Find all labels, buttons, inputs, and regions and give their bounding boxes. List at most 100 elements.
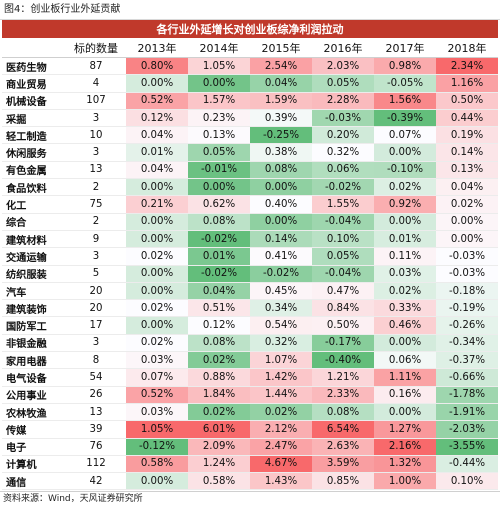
contribution-cell: 0.00% — [126, 230, 188, 249]
contribution-cell: 0.02% — [436, 195, 498, 214]
table-body: 医药生物 87 0.80% 1.05% 2.54% 2.03% 0.98% 2.34% 商业贸易… — [2, 57, 498, 491]
contribution-cell: 2.16% — [374, 438, 436, 456]
target-count: 10 — [66, 126, 126, 145]
contribution-cell: -0.04% — [312, 265, 374, 283]
contribution-cell: 0.40% — [250, 195, 312, 214]
table-row: 医药生物 87 0.80% 1.05% 2.54% 2.03% 0.98% 2.34% — [2, 57, 498, 76]
industry-name: 电气设备 — [2, 368, 66, 387]
target-count: 3 — [66, 334, 126, 353]
contribution-cell: 1.42% — [250, 368, 312, 387]
table-row: 采掘 3 0.12% 0.23% 0.39% -0.03% -0.39% 0.44% — [2, 109, 498, 128]
contribution-cell: 0.10% — [436, 472, 498, 491]
contribution-cell: 0.54% — [250, 316, 312, 335]
industry-name: 公用事业 — [2, 386, 66, 404]
contribution-cell: 0.02% — [188, 351, 250, 370]
target-count: 54 — [66, 368, 126, 387]
target-count: 20 — [66, 282, 126, 301]
contribution-cell: 0.52% — [126, 386, 188, 404]
contribution-cell: 2.54% — [250, 57, 312, 76]
contribution-cell: 2.33% — [312, 386, 374, 404]
contribution-cell: 1.59% — [250, 92, 312, 110]
contribution-cell: 0.02% — [374, 282, 436, 301]
table-row: 建筑装饰 20 0.02% 0.51% 0.34% 0.84% 0.33% -0.19% — [2, 299, 498, 318]
table-row: 纺织服装 5 0.00% -0.02% -0.02% -0.04% 0.03% -0.03% — [2, 265, 498, 283]
header-count: 标的数量 — [66, 38, 126, 58]
contribution-cell: -0.01% — [188, 161, 250, 180]
table-header-row: 标的数量 2013年 2014年 2015年 2016年 2017年 2018年 — [2, 38, 498, 58]
table-row: 休闲服务 3 0.01% 0.05% 0.38% 0.32% 0.00% 0.14% — [2, 143, 498, 162]
contribution-cell: 0.08% — [250, 161, 312, 180]
industry-name: 计算机 — [2, 455, 66, 474]
target-count: 39 — [66, 420, 126, 439]
contribution-cell: 0.04% — [126, 161, 188, 180]
contribution-cell: -0.02% — [250, 265, 312, 283]
contribution-cell: -0.39% — [374, 109, 436, 128]
target-count: 3 — [66, 109, 126, 128]
industry-name: 通信 — [2, 472, 66, 491]
table-row: 非银金融 3 0.02% 0.08% 0.32% -0.17% 0.00% -0.34% — [2, 334, 498, 353]
table-row: 化工 75 0.21% 0.62% 0.40% 1.55% 0.92% 0.02% — [2, 195, 498, 214]
target-count: 13 — [66, 403, 126, 422]
header-year: 2015年 — [250, 38, 312, 58]
contribution-cell: 0.00% — [250, 178, 312, 197]
contribution-cell: 0.12% — [126, 109, 188, 128]
source-note: 资料来源：Wind，天风证券研究所 — [0, 491, 500, 506]
target-count: 107 — [66, 92, 126, 110]
industry-name: 化工 — [2, 195, 66, 214]
target-count: 75 — [66, 195, 126, 214]
figure-title: 图4：创业板行业外延贡献 — [0, 0, 500, 20]
contribution-cell: 2.03% — [312, 57, 374, 76]
contribution-cell: 0.00% — [126, 316, 188, 335]
contribution-cell: 1.11% — [374, 368, 436, 387]
contribution-cell: -0.03% — [312, 109, 374, 128]
target-count: 3 — [66, 143, 126, 162]
contribution-cell: 0.19% — [436, 126, 498, 145]
contribution-cell: 3.59% — [312, 455, 374, 474]
industry-name: 建筑装饰 — [2, 299, 66, 318]
contribution-cell: 0.00% — [374, 213, 436, 231]
contribution-cell: 0.11% — [374, 247, 436, 266]
contribution-cell: 0.01% — [374, 230, 436, 249]
contribution-cell: 1.24% — [188, 455, 250, 474]
contribution-cell: 0.04% — [126, 126, 188, 145]
table-row: 电气设备 54 0.07% 0.88% 1.42% 1.21% 1.11% -0.66% — [2, 368, 498, 387]
contribution-cell: 1.07% — [250, 351, 312, 370]
contribution-cell: 1.44% — [250, 386, 312, 404]
contribution-cell: 2.34% — [436, 57, 498, 76]
table-row: 电子 76 -0.12% 2.09% 2.47% 2.63% 2.16% -3.55% — [2, 438, 498, 456]
contribution-cell: 0.06% — [374, 351, 436, 370]
contribution-cell: 0.92% — [374, 195, 436, 214]
contribution-cell: 0.62% — [188, 195, 250, 214]
industry-name: 食品饮料 — [2, 178, 66, 197]
industry-name: 休闲服务 — [2, 143, 66, 162]
table-row: 交通运输 3 0.02% 0.01% 0.41% 0.05% 0.11% -0.03% — [2, 247, 498, 266]
contribution-cell: -0.04% — [312, 213, 374, 231]
contribution-cell: 2.28% — [312, 92, 374, 110]
contribution-cell: -0.37% — [436, 351, 498, 370]
contribution-cell: 0.88% — [188, 368, 250, 387]
contribution-cell: 0.33% — [374, 299, 436, 318]
contribution-cell: 1.05% — [188, 57, 250, 76]
header-industry — [2, 38, 66, 58]
industry-name: 汽车 — [2, 282, 66, 301]
industry-name: 国防军工 — [2, 316, 66, 335]
industry-name: 电子 — [2, 438, 66, 456]
contribution-cell: 0.50% — [436, 92, 498, 110]
contribution-cell: -0.25% — [250, 126, 312, 145]
contribution-cell: -0.17% — [312, 334, 374, 353]
contribution-cell: 0.04% — [436, 178, 498, 197]
industry-name: 商业贸易 — [2, 74, 66, 93]
contribution-cell: 0.13% — [436, 161, 498, 180]
contribution-cell: 1.56% — [374, 92, 436, 110]
contribution-cell: 0.00% — [126, 178, 188, 197]
industry-name: 医药生物 — [2, 57, 66, 76]
industry-name: 建筑材料 — [2, 230, 66, 249]
table-row: 有色金属 13 0.04% -0.01% 0.08% 0.06% -0.10% 0.13% — [2, 161, 498, 180]
contribution-cell: -0.19% — [436, 299, 498, 318]
table-row: 家用电器 8 0.03% 0.02% 1.07% -0.40% 0.06% -0.37% — [2, 351, 498, 370]
table-row: 传媒 39 1.05% 6.01% 2.12% 6.54% 1.27% -2.03% — [2, 420, 498, 439]
contribution-cell: 0.50% — [312, 316, 374, 335]
contribution-cell: 2.63% — [312, 438, 374, 456]
contribution-cell: 0.00% — [126, 213, 188, 231]
target-count: 9 — [66, 230, 126, 249]
